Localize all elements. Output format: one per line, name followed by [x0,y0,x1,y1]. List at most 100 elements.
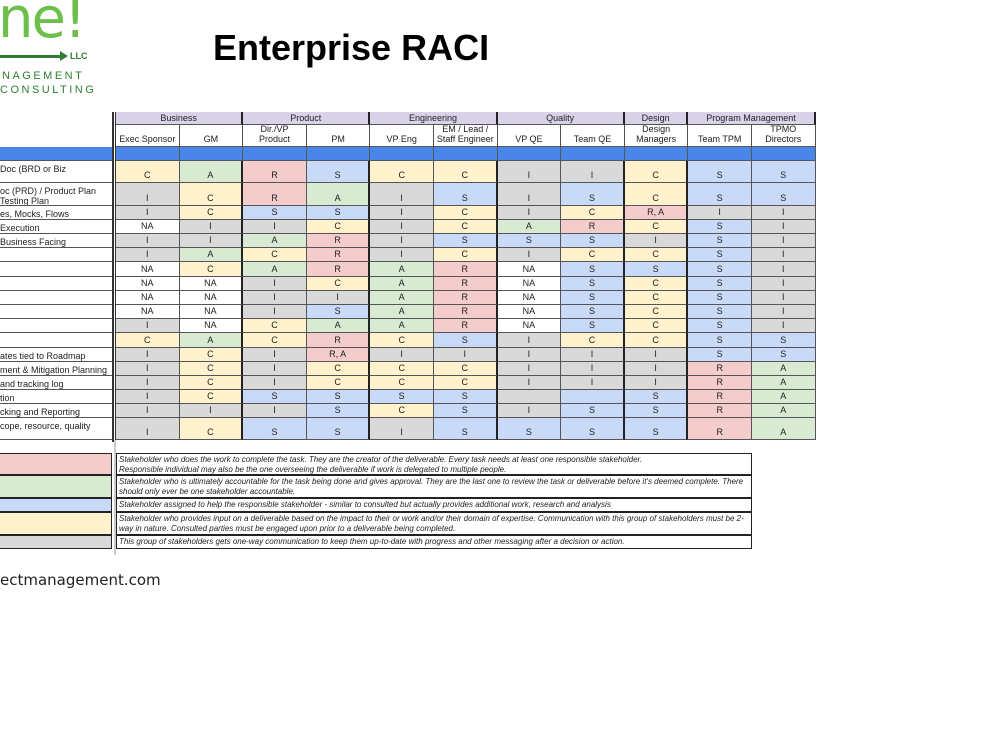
section-bar-cell [624,147,689,161]
raci-cell: NA [497,319,562,333]
legend-description: This group of stakeholders gets one-way … [116,535,752,549]
logo-arrowhead-icon [60,51,68,61]
raci-cell: I [752,220,816,234]
raci-cell: C [306,220,371,234]
raci-cell [497,390,562,404]
raci-cell: R [434,305,498,319]
raci-cell: C [434,248,498,262]
raci-cell: R [561,220,625,234]
section-bar-cell [306,147,371,161]
legend-swatch-A [0,475,112,498]
raci-cell: C [243,319,307,333]
raci-cell: I [370,248,434,262]
raci-cell: S [752,348,816,362]
raci-cell: R, A [624,206,689,220]
raci-cell: NA [116,291,180,305]
raci-cell: A [497,220,562,234]
raci-cell: C [179,183,244,206]
raci-cell: S [624,404,689,418]
raci-cell: I [752,291,816,305]
divider [114,440,116,555]
raci-cell: S [243,418,307,440]
raci-cell: C [434,220,498,234]
raci-cell: C [370,404,434,418]
raci-cell: R, A [306,348,371,362]
raci-cell: S [688,183,752,206]
raci-cell: I [497,376,562,390]
raci-cell: I [497,404,562,418]
raci-cell: C [179,362,244,376]
raci-cell: S [561,183,625,206]
raci-cell: C [370,161,434,183]
raci-cell: R [434,291,498,305]
raci-cell: I [497,248,562,262]
raci-cell: S [561,305,625,319]
section-bar-cell [497,147,562,161]
column-group-header: Engineering [370,112,498,125]
raci-cell: C [243,333,307,348]
raci-cell: I [243,291,307,305]
raci-cell: NA [179,319,244,333]
raci-cell: I [116,418,180,440]
raci-cell: R [688,390,752,404]
raci-cell: I [116,183,180,206]
raci-cell: I [116,390,180,404]
raci-cell: C [179,376,244,390]
section-bar-cell [116,147,180,161]
raci-cell: I [624,376,689,390]
raci-cell: I [688,206,752,220]
raci-cell: I [243,362,307,376]
raci-cell: I [179,234,244,248]
section-bar-cell [688,147,752,161]
raci-cell: S [306,404,371,418]
column-group-header: Program Management [688,112,816,125]
raci-cell: A [370,319,434,333]
raci-cell: I [752,248,816,262]
logo-wordmark: ne! [0,0,86,51]
raci-cell: I [306,291,371,305]
raci-cell: S [434,183,498,206]
section-bar-cell [434,147,498,161]
raci-cell: I [497,333,562,348]
raci-cell: C [370,376,434,390]
raci-cell: S [752,183,816,206]
raci-cell: NA [497,305,562,319]
raci-cell: S [306,418,371,440]
raci-cell: C [434,206,498,220]
row-label: es, Mocks, Flows [0,206,112,220]
section-bar-cell [561,147,625,161]
legend-description: Stakeholder who does the work to complet… [116,453,752,475]
logo-line1: NAGEMENT [2,70,85,82]
row-label [0,262,112,277]
raci-cell: I [497,206,562,220]
raci-cell: NA [116,220,180,234]
raci-cell: I [370,220,434,234]
raci-cell: A [243,262,307,277]
raci-cell: I [561,362,625,376]
raci-cell: A [179,248,244,262]
column-group-header: Business [116,112,244,125]
raci-cell: NA [116,262,180,277]
raci-cell: S [688,248,752,262]
raci-cell: C [116,333,180,348]
column-header: Design Managers [624,124,689,147]
row-label: Execution [0,220,112,234]
raci-cell: R [306,262,371,277]
raci-cell: I [752,305,816,319]
raci-cell: R [688,404,752,418]
raci-cell: S [688,220,752,234]
raci-cell: C [624,277,689,291]
raci-cell: NA [116,277,180,291]
raci-cell: I [752,262,816,277]
raci-cell: I [116,206,180,220]
raci-cell: S [434,390,498,404]
raci-cell: A [370,277,434,291]
column-header: Team TPM [688,125,752,147]
raci-cell: I [497,161,562,183]
raci-cell: NA [179,277,244,291]
raci-cell: I [179,404,244,418]
raci-cell: A [370,291,434,305]
row-label [0,291,112,305]
row-label: cope, resource, quality [0,418,112,440]
raci-cell: S [688,333,752,348]
